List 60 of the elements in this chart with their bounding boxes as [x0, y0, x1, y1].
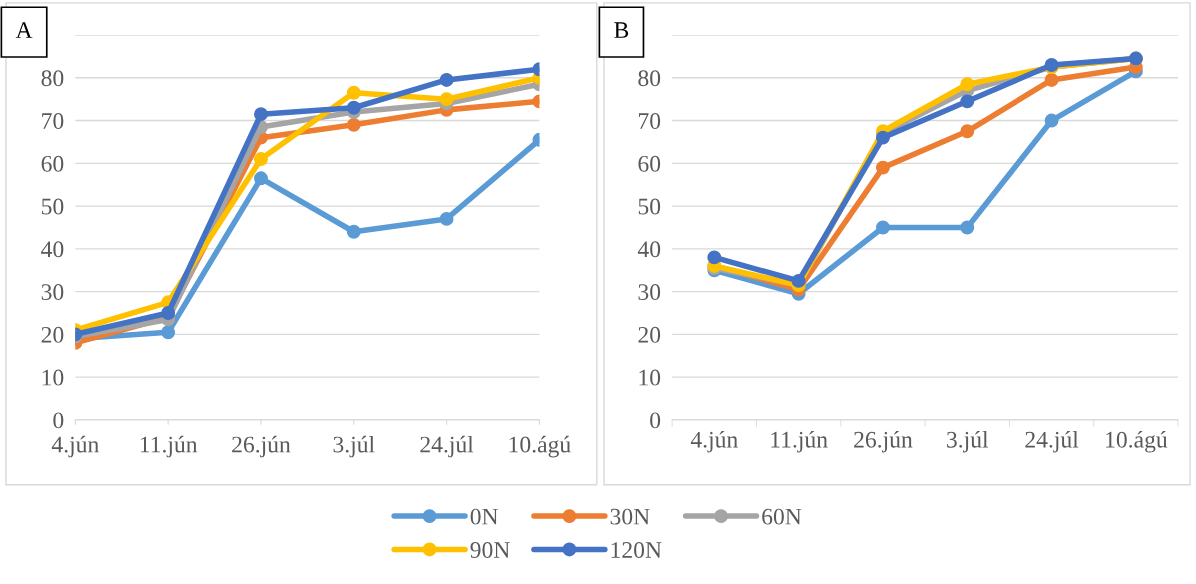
point	[346, 85, 361, 100]
point	[439, 211, 454, 226]
x-tick-label: 3.júl	[333, 435, 375, 458]
point	[960, 94, 975, 109]
point	[346, 117, 361, 132]
y-tick-label: 80	[638, 70, 661, 87]
point	[161, 325, 176, 340]
point	[1044, 113, 1059, 128]
x-tick-label: 4.jún	[51, 435, 99, 458]
point	[346, 224, 361, 239]
y-tick-label: 20	[638, 326, 661, 343]
x-tick-label: 24.júl	[420, 435, 474, 458]
x-tick-label: 26.jún	[232, 435, 291, 458]
point	[960, 124, 975, 139]
point	[876, 220, 890, 235]
y-tick-label: 70	[42, 113, 64, 129]
y-tick-label: 30	[41, 284, 64, 301]
x-tick-label: 10.ágú	[1106, 431, 1168, 453]
x-tick-label: 24.júl	[1025, 431, 1079, 453]
y-tick-label: 80	[41, 70, 64, 87]
point	[254, 152, 268, 166]
y-tick-label: 20	[41, 326, 64, 343]
y-tick-label: 60	[638, 155, 661, 172]
point	[254, 171, 268, 186]
legend-label: 0N	[470, 508, 499, 525]
y-tick-label: 0	[650, 412, 661, 429]
x-tick-label: 10.ágú	[509, 435, 571, 458]
y-tick-label: 10	[639, 369, 661, 386]
point	[960, 77, 975, 92]
point	[346, 100, 361, 115]
legend-label: 120N	[611, 542, 662, 558]
chart-title: B	[614, 22, 629, 38]
x-tick-label: 26.jún	[854, 431, 913, 453]
y-tick-label: 50	[638, 198, 661, 215]
legend-label: 90N	[470, 542, 510, 558]
x-tick-label: 4.jún	[690, 431, 738, 453]
y-tick-label: 40	[637, 241, 661, 258]
point	[1044, 72, 1059, 87]
y-tick-label: 10	[42, 369, 64, 386]
point	[254, 107, 268, 122]
y-tick-label: 60	[41, 155, 64, 172]
point	[707, 250, 722, 265]
point	[791, 273, 806, 288]
y-tick-label: 70	[638, 113, 661, 129]
legend-label: 30N	[610, 508, 650, 525]
point	[960, 220, 975, 235]
chart-title: A	[15, 22, 33, 38]
y-tick-label: 30	[638, 284, 661, 301]
point	[876, 160, 890, 175]
point	[439, 72, 454, 87]
y-tick-label: 50	[42, 198, 64, 215]
point	[876, 130, 890, 145]
legend-label: 60N	[762, 508, 802, 525]
x-tick-label: 11.jún	[771, 431, 828, 453]
x-tick-label: 3.júl	[947, 431, 989, 453]
y-tick-label: 0	[53, 412, 64, 429]
x-tick-label: 11.jún	[140, 435, 198, 458]
point	[161, 306, 176, 320]
y-tick-label: 40	[41, 241, 64, 258]
point	[439, 92, 454, 107]
